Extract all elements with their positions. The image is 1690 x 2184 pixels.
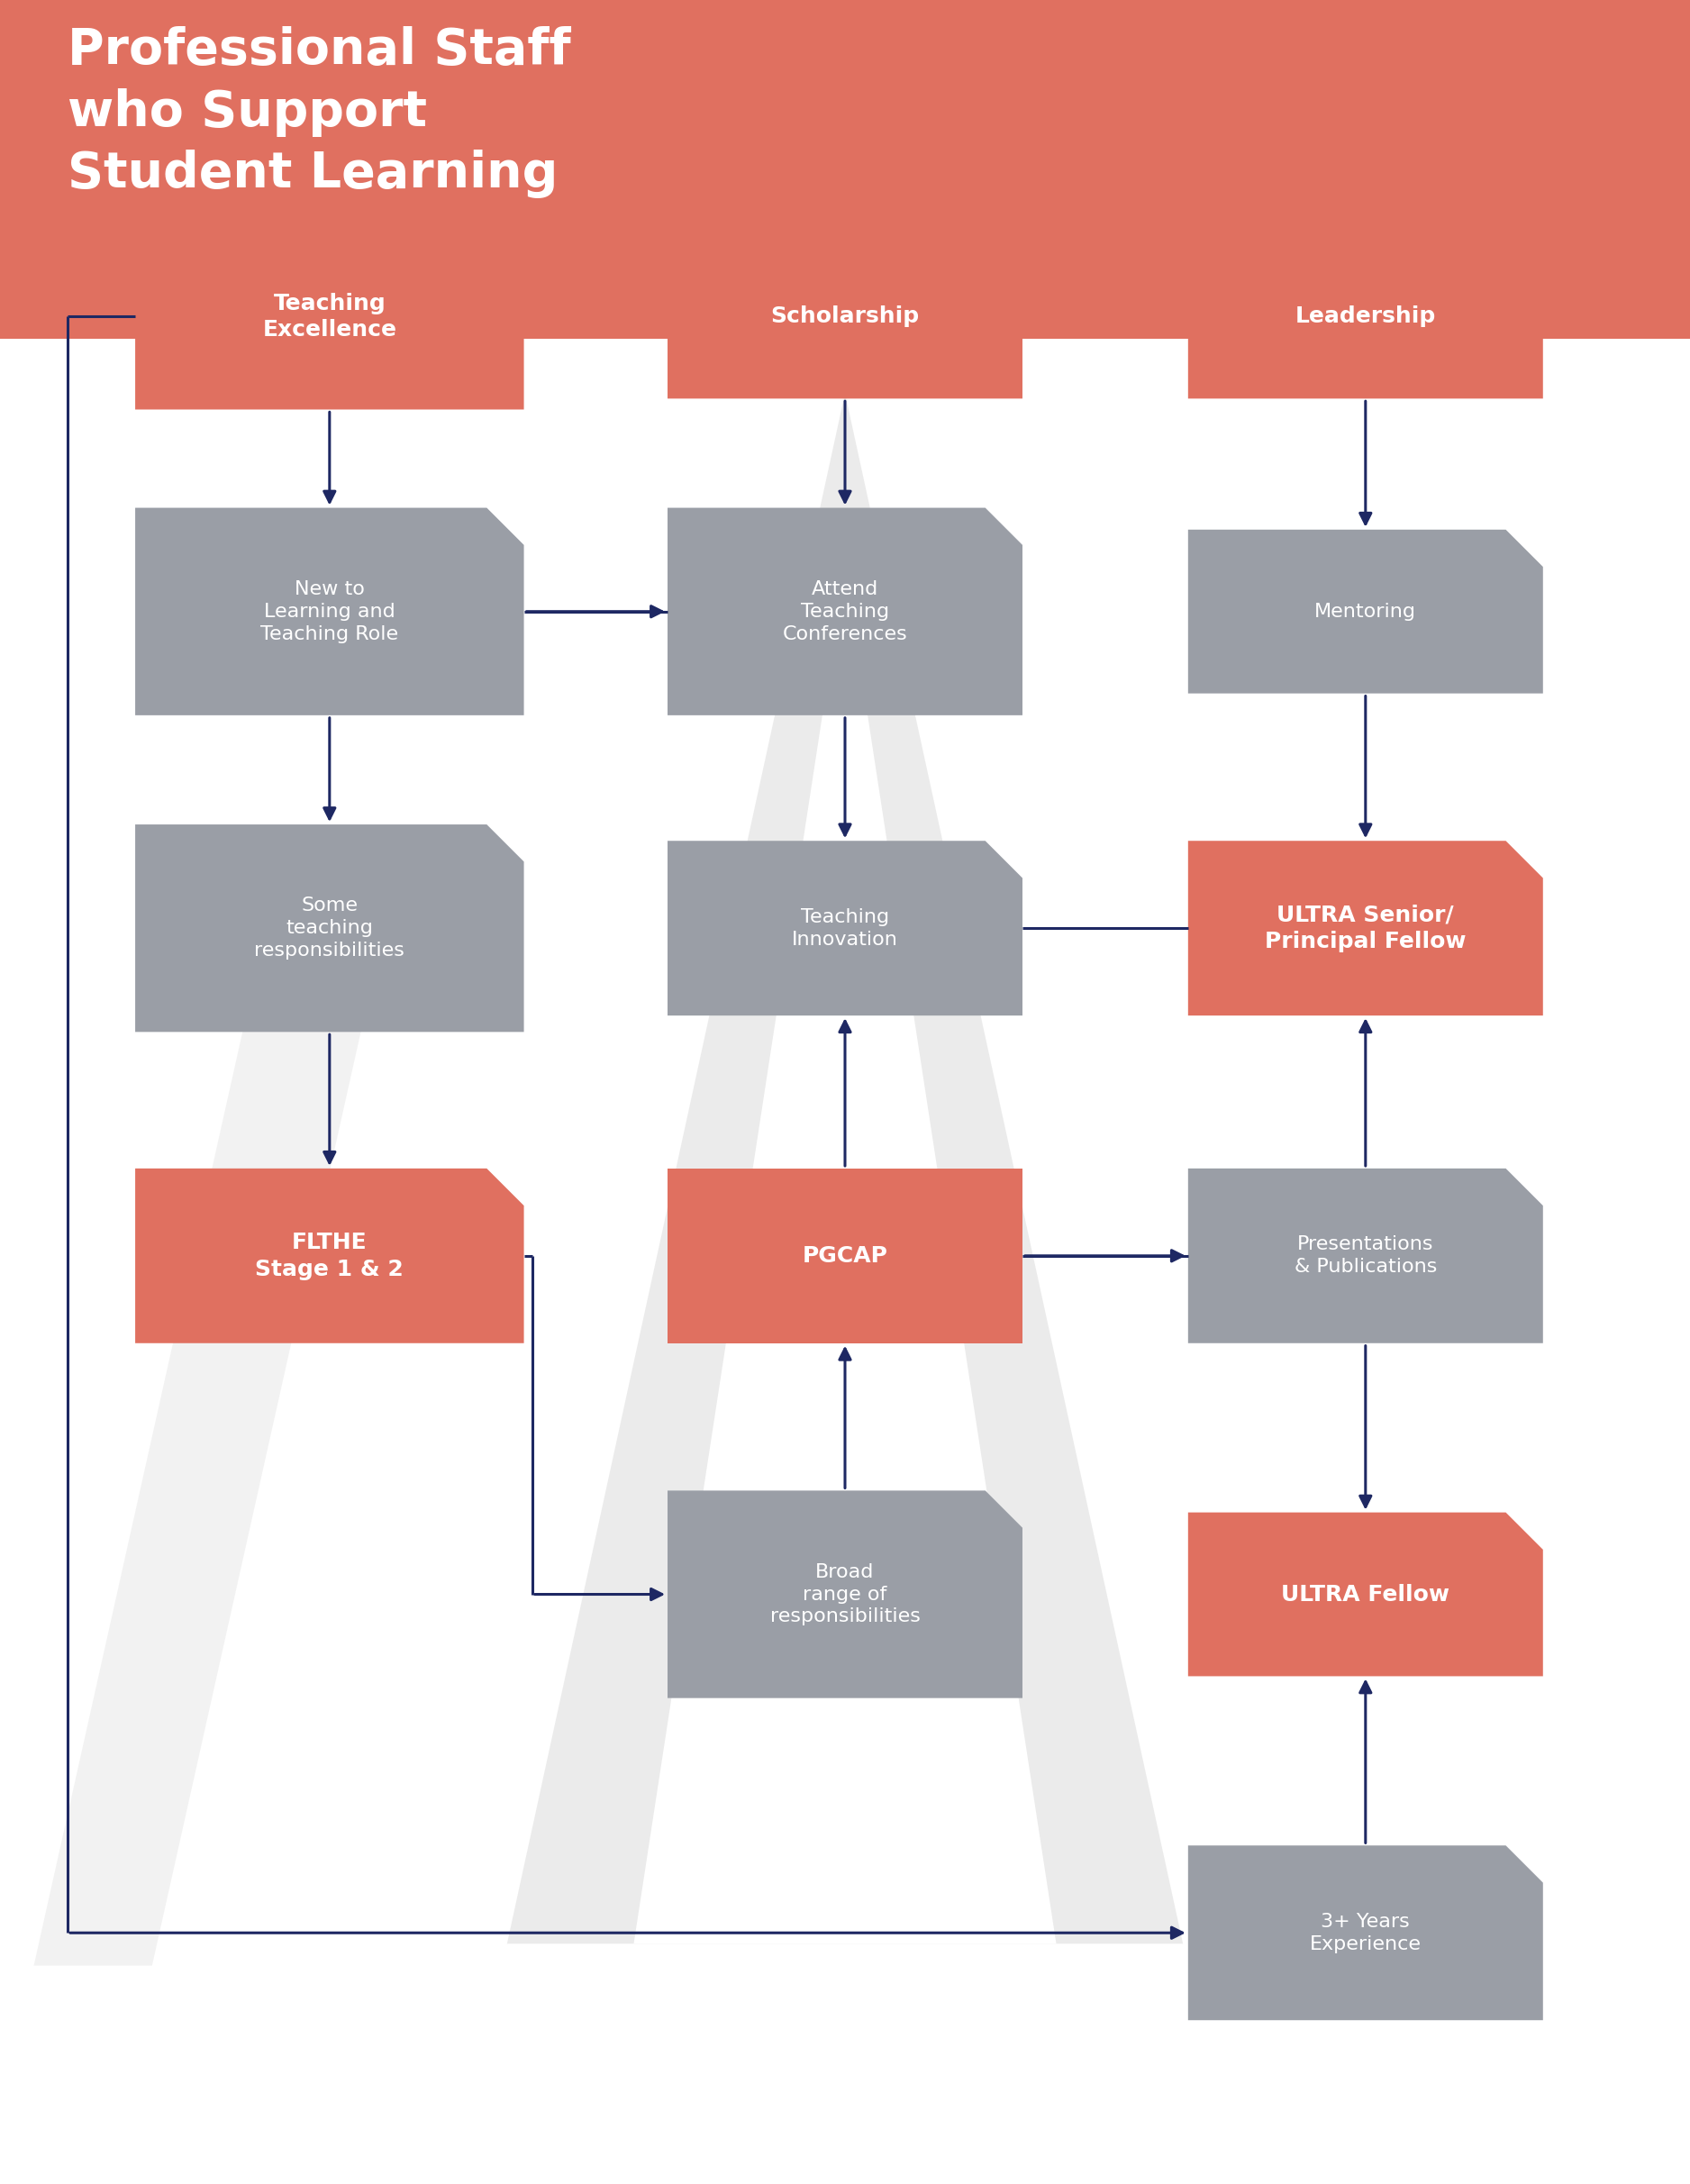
Polygon shape — [1188, 531, 1543, 695]
Polygon shape — [1188, 1845, 1543, 2020]
Text: Scholarship: Scholarship — [771, 306, 919, 328]
Polygon shape — [1188, 841, 1543, 1016]
Polygon shape — [668, 234, 1022, 397]
Polygon shape — [34, 983, 372, 1966]
Text: Professional Staff
who Support
Student Learning: Professional Staff who Support Student L… — [68, 26, 571, 199]
Polygon shape — [135, 225, 524, 411]
Polygon shape — [668, 1168, 1022, 1343]
Text: FLTHE
Stage 1 & 2: FLTHE Stage 1 & 2 — [255, 1232, 404, 1280]
Text: Attend
Teaching
Conferences: Attend Teaching Conferences — [782, 581, 908, 642]
Text: ULTRA Senior/
Principal Fellow: ULTRA Senior/ Principal Fellow — [1264, 904, 1467, 952]
Text: Teaching
Innovation: Teaching Innovation — [793, 909, 897, 948]
Text: Presentations
& Publications: Presentations & Publications — [1295, 1236, 1436, 1275]
Polygon shape — [507, 393, 1183, 1944]
Text: Leadership: Leadership — [1295, 306, 1436, 328]
Polygon shape — [135, 826, 524, 1033]
Text: ULTRA Fellow: ULTRA Fellow — [1281, 1583, 1450, 1605]
Text: New to
Learning and
Teaching Role: New to Learning and Teaching Role — [260, 581, 399, 642]
Polygon shape — [1188, 1511, 1543, 1677]
Text: 3+ Years
Experience: 3+ Years Experience — [1310, 1913, 1421, 1952]
Bar — [0, 0, 1690, 339]
Polygon shape — [668, 509, 1022, 716]
Polygon shape — [135, 509, 524, 716]
Polygon shape — [668, 841, 1022, 1016]
Polygon shape — [668, 1489, 1022, 1699]
Text: Mentoring: Mentoring — [1315, 603, 1416, 620]
Polygon shape — [634, 568, 1056, 1944]
Text: Some
teaching
responsibilities: Some teaching responsibilities — [255, 898, 404, 959]
Polygon shape — [1188, 234, 1543, 397]
Polygon shape — [135, 1168, 524, 1343]
Text: PGCAP: PGCAP — [803, 1245, 887, 1267]
Text: Broad
range of
responsibilities: Broad range of responsibilities — [771, 1564, 919, 1625]
Polygon shape — [1188, 1168, 1543, 1343]
Text: Teaching
Excellence: Teaching Excellence — [262, 293, 397, 341]
